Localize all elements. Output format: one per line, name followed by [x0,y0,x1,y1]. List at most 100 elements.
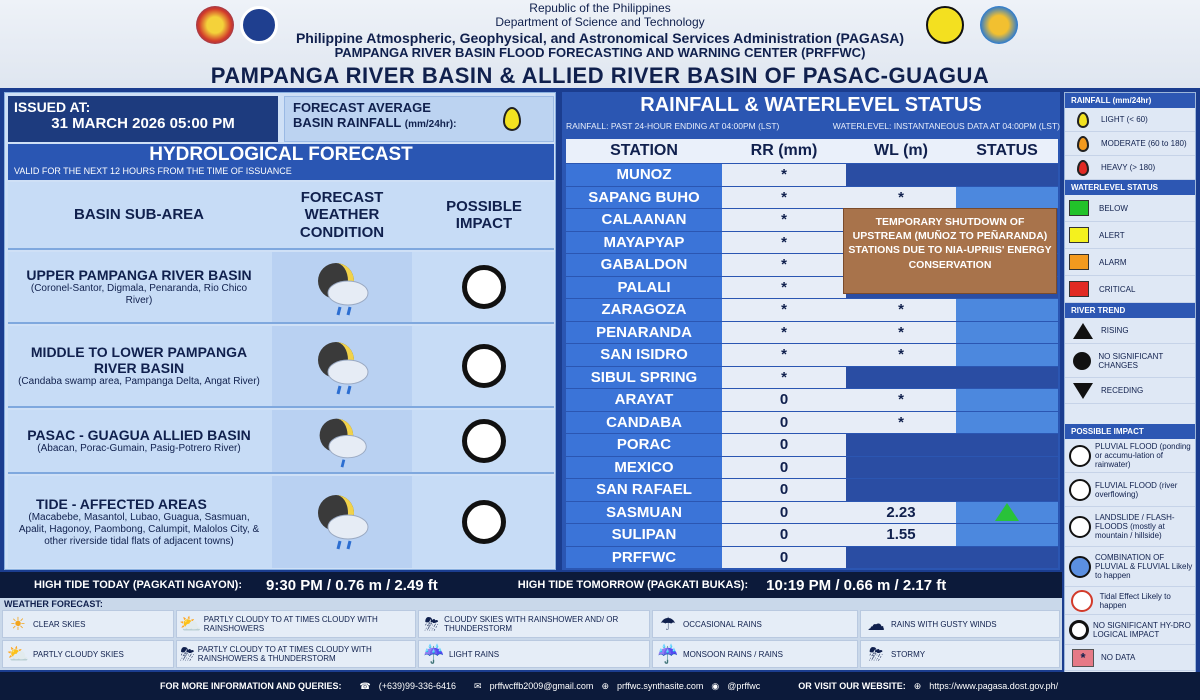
station-status [956,366,1058,388]
legend-wl-below: BELOW [1065,195,1195,222]
rainfall-subtitle: RAINFALL: PAST 24-HOUR ENDING AT 04:00PM… [566,121,1060,131]
wf-stormy: ⛈ STORMY [860,640,1060,668]
station-rr: 0 [722,389,846,411]
legend-no-data: * NO DATA [1065,645,1195,671]
station-rr: * [722,186,846,208]
shutdown-notice: TEMPORARY SHUTDOWN OF UPSTREAM (MUÑOZ TO… [843,208,1057,294]
station-name: MAYAPYAP [566,231,722,253]
legend-trend-head: RIVER TREND [1065,303,1195,318]
legend-panel: RAINFALL (mm/24hr) LIGHT (< 60) MODERATE… [1064,92,1196,698]
moon-rain-cloud-icon [318,263,369,316]
station-wl: 2.23 [846,501,956,523]
legend-impact-tidal: Tidal Effect Likely to happen [1065,587,1195,615]
legend-wl-head: WATERLEVEL STATUS [1065,180,1195,195]
station-rr: 0 [722,546,846,568]
station-row: SAN RAFAEL 0 [566,479,1058,501]
station-name: MUNOZ [566,164,722,186]
station-name: GABALDON [566,254,722,276]
station-name: PALALI [566,276,722,298]
weather-forecast-label: WEATHER FORECAST: [4,599,103,609]
station-rr: 0 [722,434,846,456]
landslide-icon [1069,515,1091,538]
legend-label: RISING [1101,326,1129,335]
legend-impact-landslide: LANDSLIDE / FLASH-FLOODS (mostly at moun… [1065,507,1195,547]
legend-label: PLUVIAL FLOOD (ponding or accumu-lation … [1095,442,1191,469]
th-wl: WL (m) [846,139,956,163]
station-row: SIBUL SPRING * [566,366,1058,388]
station-rr: * [722,254,846,276]
wf-label: PARTLY CLOUDY TO AT TIMES CLOUDY WITH RA… [203,615,378,633]
footer-site[interactable]: prffwc.synthasite.com [616,681,704,691]
hydro-title: HYDROLOGICAL FORECAST [8,144,554,166]
station-row: SULIPAN 0 1.55 [566,524,1058,546]
station-wl: * [846,389,956,411]
heavy-drops-icon [1077,159,1089,176]
basin-name: PASAC - GUAGUA ALLIED BASIN [27,426,251,443]
station-rr: * [722,366,846,388]
legend-label: BELOW [1099,203,1128,213]
wf-gusty: ☁ RAINS WITH GUSTY WINDS [860,610,1060,638]
station-rr: 0 [722,501,846,523]
col-basin-subarea: BASIN SUB-AREA [73,206,204,224]
station-rr: 0 [722,479,846,501]
col-forecast-weather: FORECAST WEATHER CONDITION [299,189,385,241]
basin-desc: (Abacan, Porac-Gumain, Pasig-Potrero Riv… [37,443,241,455]
fluvial-flood-icon [1069,478,1091,501]
station-rr: * [722,299,846,321]
wf-label: RAINS WITH GUSTY WINDS [891,619,997,629]
station-rr: 0 [722,411,846,433]
station-rr: * [722,344,846,366]
issued-label: ISSUED AT: [14,99,91,115]
station-name: CALAANAN [566,209,722,231]
station-wl: * [846,411,956,433]
hydro-valid: VALID FOR THE NEXT 12 HOURS FROM THE TIM… [8,166,554,180]
legend-rainfall-head: RAINFALL (mm/24hr) [1065,93,1195,108]
legend-wl-alarm: ALARM [1065,249,1195,276]
station-status [956,479,1058,501]
legend-impact-head: POSSIBLE IMPACT [1065,424,1195,439]
station-wl [846,164,956,186]
station-rr: 0 [722,456,846,478]
legend-impact-none: NO SIGNIFICANT HY-DRO LOGICAL IMPACT [1065,615,1195,645]
social-icons: ◉ [711,680,720,691]
globe-icon: ⊕ [913,680,922,691]
station-row: SAPANG BUHO * * [566,186,1058,208]
footer-phone[interactable]: (+639)99-336-6416 [378,681,457,691]
station-row: PRFFWC 0 [566,546,1058,568]
legend-label: LANDSLIDE / FLASH-FLOODS (mostly at moun… [1095,513,1175,540]
tide-today-label: HIGH TIDE TODAY (PAGKATI NGAYON): [34,579,243,591]
rainfall-sub-right: WATERLEVEL: INSTANTANEOUS DATA AT 04:00P… [832,121,1060,131]
footer-social[interactable]: @prffwc [727,681,761,691]
footer-url[interactable]: https://www.pagasa.dost.gov.ph/ [929,681,1059,691]
station-status [956,456,1058,478]
basin-row-pasac: PASAC - GUAGUA ALLIED BASIN (Abacan, Pora… [8,410,554,474]
wf-occasional: ☂ OCCASIONAL RAINS [652,610,858,638]
clear-skies-icon: ☀ [9,613,27,634]
legend-label: MODERATE (60 to 180) [1101,139,1187,148]
station-rr: * [722,276,846,298]
station-wl [846,456,956,478]
rising-triangle-icon [995,503,1019,522]
no-impact-circle-icon [462,265,506,309]
station-name: PENARANDA [566,321,722,343]
no-impact-circle-icon [462,344,506,388]
th-status: STATUS [956,139,1058,163]
basin-name: TIDE - AFFECTED AREAS [36,495,207,512]
gusty-rain-icon: ☁ [867,613,885,634]
station-name: MEXICO [566,456,722,478]
forecast-avg-unit: (mm/24hr): [404,119,457,130]
issued-value: 31 MARCH 2026 05:00 PM [51,115,235,132]
station-table-header: STATION RR (mm) WL (m) STATUS [566,139,1058,163]
legend-label: Tidal Effect Likely to happen [1099,591,1171,610]
wf-pc-rainshowers: ⛅ PARTLY CLOUDY TO AT TIMES CLOUDY WITH R… [176,610,416,638]
footer-email[interactable]: prffwcffb2009@gmail.com [489,681,594,691]
col-possible-impact: POSSIBLE IMPACT [446,197,522,232]
station-rr: * [722,321,846,343]
station-wl: 1.55 [846,524,956,546]
wf-light: ☔ LIGHT RAINS [418,640,650,668]
station-wl [846,479,956,501]
email-icon: ✉ [474,680,482,691]
station-row: PORAC 0 [566,434,1058,456]
dost-logo-icon [240,6,278,44]
station-rr: 0 [722,524,846,546]
